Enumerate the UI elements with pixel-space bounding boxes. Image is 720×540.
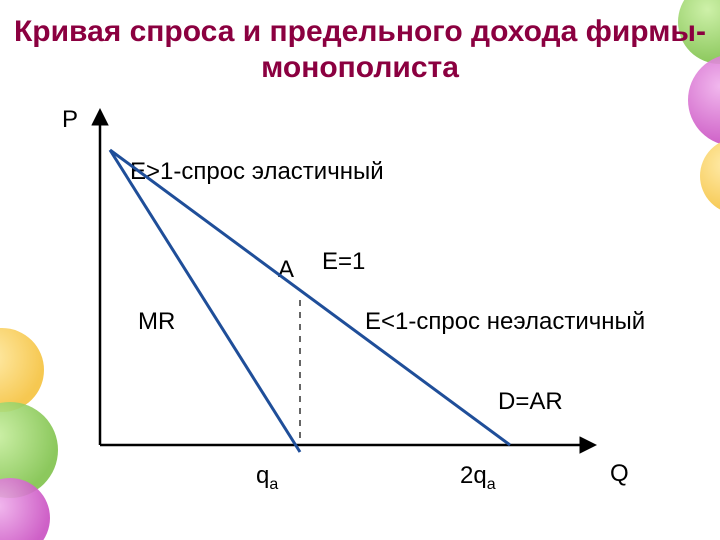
chart-svg <box>0 0 720 540</box>
demand-line <box>110 150 510 445</box>
slide: Кривая спроса и предельного дохода фирмы… <box>0 0 720 540</box>
mr-line <box>110 150 300 452</box>
